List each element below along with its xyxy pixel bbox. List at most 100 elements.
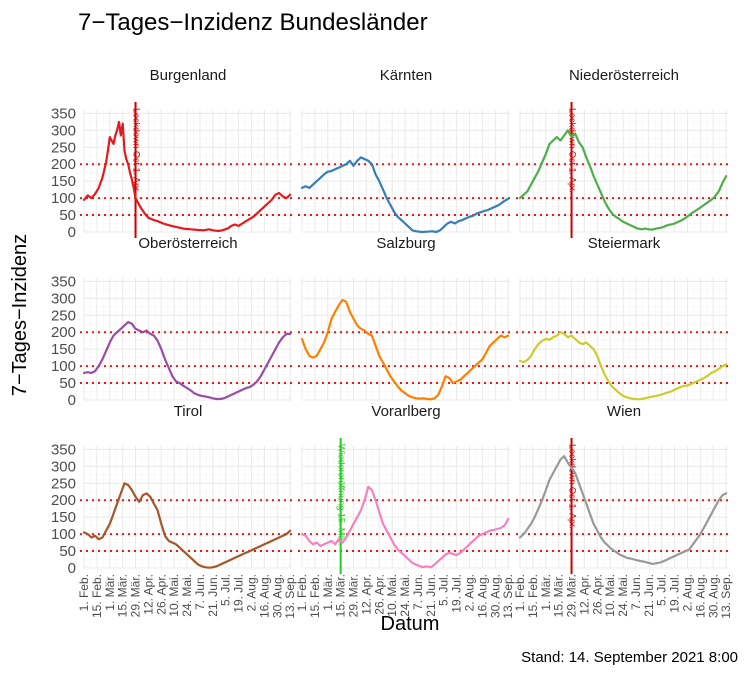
panel-title-vorarlberg: Vorarlberg bbox=[371, 403, 440, 420]
y-tick-label: 350 bbox=[51, 273, 76, 290]
x-tick-label: 12. Apr. bbox=[141, 574, 155, 615]
y-tick-label: 250 bbox=[51, 475, 76, 492]
y-tick-label: 350 bbox=[51, 105, 76, 122]
y-tick-label: 50 bbox=[59, 207, 76, 224]
x-tick-label: 13. Sep. bbox=[719, 574, 733, 619]
x-tick-label: 15. Feb. bbox=[526, 574, 540, 618]
y-tick-label: 150 bbox=[51, 341, 76, 358]
x-tick-label: 10. Mai. bbox=[603, 574, 617, 617]
x-tick-label: 5. Jul. bbox=[219, 574, 233, 606]
x-tick-label: 1. Feb. bbox=[295, 574, 309, 611]
series-line-oberosterreich bbox=[82, 321, 292, 401]
y-tick-label: 250 bbox=[51, 307, 76, 324]
event-label-niederosterreich: Lockdown Ost 1. Apr. bbox=[568, 108, 578, 193]
x-tick-label: 21. Jun. bbox=[642, 574, 656, 617]
panel-karnten: Kärnten bbox=[298, 67, 514, 234]
x-tick-label: 19. Jul. bbox=[232, 574, 246, 613]
panel-salzburg: Salzburg bbox=[298, 235, 514, 401]
y-tick-label: 300 bbox=[51, 290, 76, 307]
y-tick-label: 200 bbox=[51, 324, 76, 341]
x-tick-label: 1. Feb. bbox=[77, 574, 91, 611]
chart-caption: Stand: 14. September 2021 8:00 bbox=[521, 649, 738, 666]
x-tick-label: 29. Mär. bbox=[565, 574, 579, 617]
x-tick-label: 15. Feb. bbox=[90, 574, 104, 618]
x-tick-label: 13. Sep. bbox=[283, 574, 297, 619]
x-tick-label: 2. Aug. bbox=[463, 574, 477, 611]
x-tick-label: 1. Mär. bbox=[539, 574, 553, 611]
y-tick-label: 200 bbox=[51, 492, 76, 509]
x-tick-label: 12. Apr. bbox=[359, 574, 373, 615]
x-tick-label: 7. Jun. bbox=[629, 574, 643, 610]
x-tick-label: 1. Mär. bbox=[103, 574, 117, 611]
panel-title-oberosterreich: Oberösterreich bbox=[138, 235, 237, 252]
x-tick-label: 30. Aug. bbox=[270, 574, 284, 618]
x-tick-label: 12. Apr. bbox=[577, 574, 591, 615]
panel-vorarlberg: Vorarlberg Wiedereröffnung 15. Mär. 1. Feb… bbox=[295, 403, 515, 619]
x-tick-label: 16. Aug. bbox=[257, 574, 271, 618]
x-tick-label: 24. Mai. bbox=[180, 574, 194, 617]
y-tick-label: 50 bbox=[59, 543, 76, 560]
x-tick-label: 21. Jun. bbox=[424, 574, 438, 617]
panel-title-tirol: Tirol bbox=[174, 403, 203, 420]
x-tick-label: 10. Mai. bbox=[167, 574, 181, 617]
x-tick-label: 24. Mai. bbox=[616, 574, 630, 617]
panel-steiermark: Steiermark bbox=[516, 235, 732, 401]
series-line-burgenland bbox=[82, 120, 292, 233]
y-tick-label: 250 bbox=[51, 139, 76, 156]
y-axis-title: 7−Tages−Inzidenz bbox=[9, 234, 31, 396]
y-tick-label: 50 bbox=[59, 375, 76, 392]
x-tick-label: 29. Mär. bbox=[347, 574, 361, 617]
x-tick-label: 7. Jun. bbox=[411, 574, 425, 610]
x-tick-label: 10. Mai. bbox=[385, 574, 399, 617]
event-label-burgenland: Lockdown Ost 1. Apr. bbox=[132, 108, 142, 193]
x-tick-label: 13. Sep. bbox=[501, 574, 515, 619]
y-tick-label: 200 bbox=[51, 156, 76, 173]
y-tick-label: 0 bbox=[68, 392, 76, 409]
x-tick-label: 5. Jul. bbox=[437, 574, 451, 606]
x-tick-label: 15. Mär. bbox=[552, 574, 566, 617]
x-tick-label: 26. Apr. bbox=[154, 574, 168, 615]
y-tick-label: 300 bbox=[51, 122, 76, 139]
x-tick-label: 16. Aug. bbox=[693, 574, 707, 618]
panel-niederosterreich: Niederösterreich Lockdown Ost 1. Apr. bbox=[516, 67, 732, 238]
series-line-wien bbox=[518, 455, 728, 565]
panel-title-salzburg: Salzburg bbox=[376, 235, 435, 252]
event-label-wien: Lockdown Ost 1. Apr. bbox=[568, 444, 578, 529]
series-line-vorarlberg bbox=[300, 485, 510, 569]
x-tick-label: 16. Aug. bbox=[475, 574, 489, 618]
x-tick-label: 30. Aug. bbox=[488, 574, 502, 618]
chart-title: 7−Tages−Inzidenz Bundesländer bbox=[78, 9, 428, 36]
x-tick-label: 29. Mär. bbox=[129, 574, 143, 617]
x-tick-label: 2. Aug. bbox=[681, 574, 695, 611]
panel-title-niederosterreich: Niederösterreich bbox=[569, 67, 679, 84]
x-tick-label: 26. Apr. bbox=[372, 574, 386, 615]
y-tick-label: 300 bbox=[51, 458, 76, 475]
y-tick-label: 150 bbox=[51, 173, 76, 190]
x-tick-label: 5. Jul. bbox=[655, 574, 669, 606]
y-tick-label: 350 bbox=[51, 441, 76, 458]
series-line-tirol bbox=[82, 482, 292, 569]
panel-title-burgenland: Burgenland bbox=[150, 67, 227, 84]
x-tick-label: 15. Feb. bbox=[308, 574, 322, 618]
x-tick-label: 30. Aug. bbox=[706, 574, 720, 618]
x-tick-label: 2. Aug. bbox=[245, 574, 259, 611]
y-tick-label: 0 bbox=[68, 560, 76, 577]
x-tick-label: 15. Mär. bbox=[334, 574, 348, 617]
x-tick-label: 26. Apr. bbox=[590, 574, 604, 615]
x-tick-label: 1. Mär. bbox=[321, 574, 335, 611]
series-line-karnten bbox=[300, 156, 510, 234]
y-tick-label: 150 bbox=[51, 509, 76, 526]
x-tick-label: 19. Jul. bbox=[668, 574, 682, 613]
series-line-salzburg bbox=[300, 298, 510, 401]
event-label-vorarlberg: Wiedereröffnung 15. Mär. bbox=[337, 444, 347, 545]
x-tick-label: 15. Mär. bbox=[116, 574, 130, 617]
x-tick-label: 1. Feb. bbox=[513, 574, 527, 611]
y-tick-label: 100 bbox=[51, 526, 76, 543]
panel-title-karnten: Kärnten bbox=[380, 67, 433, 84]
